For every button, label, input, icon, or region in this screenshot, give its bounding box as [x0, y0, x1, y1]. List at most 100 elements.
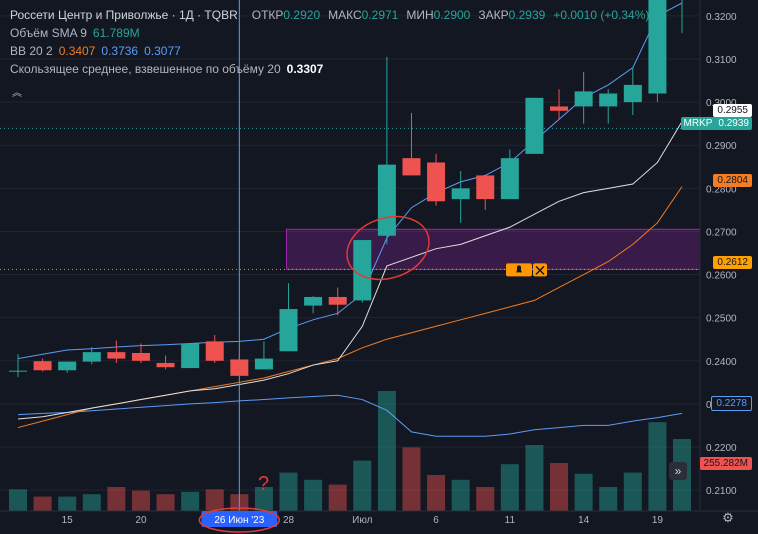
- candle[interactable]: [230, 354, 249, 376]
- candle-body: [279, 309, 298, 352]
- y-tick-label: 0.2900: [706, 141, 737, 152]
- scroll-to-realtime-button[interactable]: »: [669, 462, 687, 480]
- crosshair-date-badge: [201, 511, 278, 527]
- indicator-lines: [17, 0, 683, 511]
- candle-body: [58, 361, 77, 371]
- volume-bar: [205, 489, 224, 511]
- volume-bar: [279, 472, 298, 511]
- grid: [0, 15, 700, 491]
- volume-bar: [623, 472, 642, 511]
- volume-bars: [9, 391, 691, 511]
- close-label: ЗАКР: [478, 8, 509, 22]
- volume-bar: [328, 484, 347, 511]
- bb-upper-line: [17, 2, 683, 360]
- candle[interactable]: [451, 171, 470, 223]
- candle[interactable]: [131, 343, 150, 363]
- y-tick-label: 0.3000: [706, 98, 737, 109]
- price-tag-vwma: 0.2955: [713, 104, 752, 117]
- candle[interactable]: [156, 355, 175, 370]
- candle[interactable]: [599, 89, 618, 124]
- x-tick-label: 26 Июн '23: [214, 515, 264, 526]
- candle[interactable]: [107, 340, 126, 363]
- bb-indicator-label[interactable]: BB 20 2: [10, 44, 53, 58]
- candle[interactable]: [550, 89, 569, 120]
- candle-body: [550, 106, 569, 111]
- candle[interactable]: [279, 283, 298, 352]
- y-tick-label: 0.2500: [706, 314, 737, 325]
- candle-body: [599, 93, 618, 107]
- candle[interactable]: [304, 296, 323, 314]
- settings-gear-icon[interactable]: ⚙: [722, 510, 734, 525]
- volume-indicator-label[interactable]: Объём SMA 9: [10, 26, 87, 40]
- candles: [9, 0, 691, 378]
- volume-bar: [156, 494, 175, 511]
- candle[interactable]: [427, 153, 446, 206]
- y-tick-label: 0.2600: [706, 271, 737, 282]
- candle[interactable]: [673, 0, 691, 34]
- low-label: МИН: [406, 8, 434, 22]
- high-value: 0.2971: [361, 8, 399, 22]
- price-tag-last: MRKP 0.2939: [680, 117, 752, 130]
- change-value: +0.0010 (+0.34%): [553, 8, 650, 22]
- x-tick-label: 28: [283, 515, 295, 526]
- x-tick-label: 6: [433, 515, 439, 526]
- volume-bar: [33, 496, 52, 511]
- candle[interactable]: [525, 97, 544, 154]
- candle-body: [427, 162, 446, 202]
- volume-bar: [58, 496, 77, 511]
- volume-bar: [131, 490, 150, 511]
- candle[interactable]: [500, 149, 519, 200]
- candle[interactable]: [476, 175, 495, 210]
- candle[interactable]: [181, 343, 200, 369]
- candle-body: [648, 0, 667, 94]
- candle[interactable]: [648, 0, 667, 103]
- candle[interactable]: [9, 354, 27, 378]
- volume-bar: [525, 445, 544, 511]
- candle[interactable]: [623, 67, 642, 116]
- x-tick-label: 11: [505, 515, 516, 526]
- x-tick-label: 14: [578, 515, 590, 526]
- x-tick-label: 19: [652, 515, 664, 526]
- candle-body: [9, 370, 27, 372]
- volume-bar: [427, 475, 446, 511]
- volume-bar: [9, 489, 27, 511]
- volume-bar: [574, 473, 593, 511]
- candle[interactable]: [254, 341, 273, 370]
- circle-annotation: [346, 215, 430, 281]
- candle[interactable]: [82, 346, 101, 365]
- candle-body: [377, 164, 396, 236]
- candle-body: [451, 188, 470, 200]
- candle-body: [107, 352, 126, 359]
- candle-body: [82, 352, 101, 362]
- candle[interactable]: [33, 358, 52, 372]
- symbol-title[interactable]: Россети Центр и Приволжье · 1Д · TQBR: [10, 8, 238, 22]
- vwma-indicator-label[interactable]: Скользящее среднее, взвешенное по объёму…: [10, 62, 281, 76]
- volume-bar: [254, 487, 273, 511]
- open-label: ОТКР: [251, 8, 284, 22]
- candle[interactable]: [58, 361, 77, 373]
- candle[interactable]: [574, 71, 593, 124]
- price-tag-level: 0.2612: [713, 256, 752, 269]
- candle-body: [254, 358, 273, 370]
- volume-bar: [402, 447, 421, 511]
- price-tag-close: 0.2939: [715, 117, 752, 130]
- candle[interactable]: [205, 334, 224, 363]
- candle-body: [33, 361, 52, 371]
- x-tick-label: 15: [62, 515, 74, 526]
- y-tick-label: 0.2400: [706, 357, 737, 368]
- annotations: ?: [258, 215, 547, 495]
- close-value: 0.2939: [508, 8, 546, 22]
- candle-body: [328, 296, 347, 305]
- collapse-legend-icon[interactable]: ︽: [12, 88, 22, 99]
- close-glyph: [535, 265, 545, 275]
- candle[interactable]: [328, 287, 347, 316]
- y-tick-label: 0.2100: [706, 486, 737, 497]
- x-tick-label: Июл: [352, 515, 372, 526]
- volume-bar: [353, 460, 372, 511]
- candle-body: [353, 240, 372, 301]
- candle[interactable]: [402, 112, 421, 176]
- candle[interactable]: [353, 240, 372, 303]
- highlight-zone: [0, 127, 701, 270]
- bb-upper-value: 0.3736: [101, 44, 139, 58]
